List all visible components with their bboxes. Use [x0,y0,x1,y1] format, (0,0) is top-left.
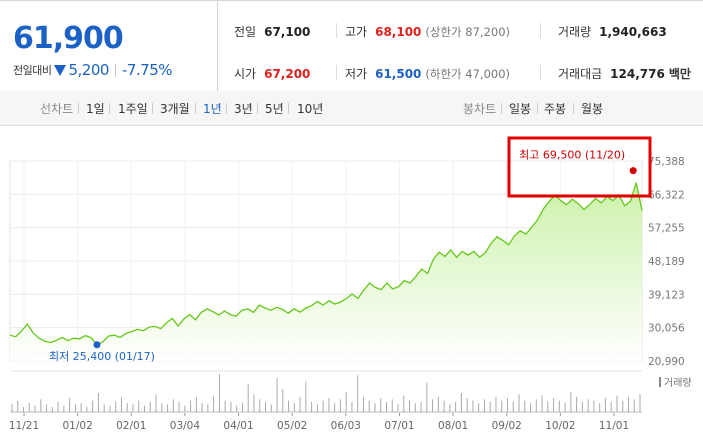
change-percent: -7.75% [121,61,173,79]
high-marker [629,167,637,175]
x-tick-label: 01/02 [63,420,93,432]
divider [152,103,153,114]
high-annotation: 최고 69,500 (11/20) [519,149,625,162]
y-tick-label: 75,388 [648,156,685,168]
current-price: 61,900 [13,21,124,56]
x-tick-label: 11/01 [599,420,629,432]
price-area [10,182,642,361]
prev-close-label: 전일 [234,25,257,39]
open-stat: 시가 67,200 [234,65,310,82]
period-1y-button[interactable]: 1년 [203,102,222,116]
divider [573,103,574,114]
high-value: 68,100 [375,25,422,39]
period-1d-button[interactable]: 1일 [86,102,105,116]
candle-weekly-button[interactable]: 주봉 [544,102,567,116]
x-tick-label: 08/01 [438,420,468,432]
y-tick-label: 39,123 [648,289,685,301]
upper-limit: (상한가 87,200) [425,25,511,39]
x-tick-label: 03/04 [170,420,201,432]
price-summary: 61,900 전일대비 5,200 -7.75% 전일 67,100 고가 68,1… [0,0,703,93]
x-tick-label: 04/01 [223,420,253,432]
x-tick-label: 07/01 [384,420,414,432]
low-annotation: 최저 25,400 (01/17) [49,350,155,363]
period-3y-button[interactable]: 3년 [234,102,253,116]
period-toolbar: 선차트 1일 1주일 3개월 1년 3년 5년 10년 봉차트 일봉 주봉 월봉 [0,91,703,126]
low-value: 61,500 [375,67,422,81]
candle-daily-button[interactable]: 일봉 [509,102,532,116]
divider [195,103,196,114]
divider [78,103,79,114]
down-arrow-icon [54,64,67,76]
change-row: 전일대비 5,200 -7.75% [13,59,173,81]
y-tick-label: 20,990 [648,356,685,368]
amount-stat: 거래대금 124,776 백만 [558,65,691,82]
divider [336,65,337,80]
divider [288,103,289,114]
divider [537,103,538,114]
y-tick-label: 66,322 [648,189,685,201]
price-chart: 75,388 66,322 57,255 48,189 39,123 30,056 20,9… [9,136,692,432]
open-label: 시가 [234,67,257,81]
x-tick-label: 06/03 [331,420,361,432]
lower-limit: (하한가 47,000) [425,67,511,81]
change-divider [114,63,116,77]
period-5y-button[interactable]: 5년 [265,102,284,116]
y-tick-label: 57,255 [648,223,685,235]
change-amount: 5,200 [68,61,109,79]
amount-value: 124,776 [610,67,665,81]
volume-stat: 거래량 1,940,663 [558,23,667,40]
x-tick-label: 05/02 [277,420,307,432]
prev-close-value: 67,100 [264,25,311,39]
period-1w-button[interactable]: 1주일 [118,102,148,116]
divider [540,65,541,80]
x-tick-label: 09/02 [492,420,522,432]
candle-chart-label: 봉차트 [463,102,497,116]
divider [226,103,227,114]
x-tick-label: 10/02 [545,420,575,432]
amount-unit: 백만 [668,67,691,81]
candle-monthly-button[interactable]: 월봉 [581,102,604,116]
current-price-panel: 61,900 전일대비 5,200 -7.75% [0,1,218,91]
y-tick-label: 30,056 [648,323,685,335]
low-label: 저가 [345,67,368,81]
high-label: 고가 [345,25,368,39]
line-chart-label: 선차트 [40,102,74,116]
low-stat: 저가 61,500 (하한가 47,000) [345,65,510,82]
amount-label: 거래대금 [558,67,603,81]
period-3m-button[interactable]: 3개월 [160,102,190,116]
volume-legend-label: 거래량 [664,377,692,389]
price-line [9,182,643,346]
highlight-box [507,136,652,198]
volume-legend-swatch [659,377,661,387]
prev-close-stat: 전일 67,100 [234,23,310,40]
open-value: 67,200 [264,67,311,81]
x-tick-label: 11/21 [9,420,39,432]
divider [336,23,337,38]
volume-value: 1,940,663 [599,25,667,39]
x-tick-label: 02/01 [116,420,146,432]
divider [540,23,541,38]
divider [501,103,502,114]
volume-label: 거래량 [558,25,592,39]
period-10y-button[interactable]: 10년 [297,102,324,116]
low-marker [93,341,101,349]
divider [109,103,110,114]
change-label: 전일대비 [13,64,52,77]
y-tick-label: 48,189 [648,256,685,268]
high-stat: 고가 68,100 (상한가 87,200) [345,23,510,40]
divider [257,103,258,114]
